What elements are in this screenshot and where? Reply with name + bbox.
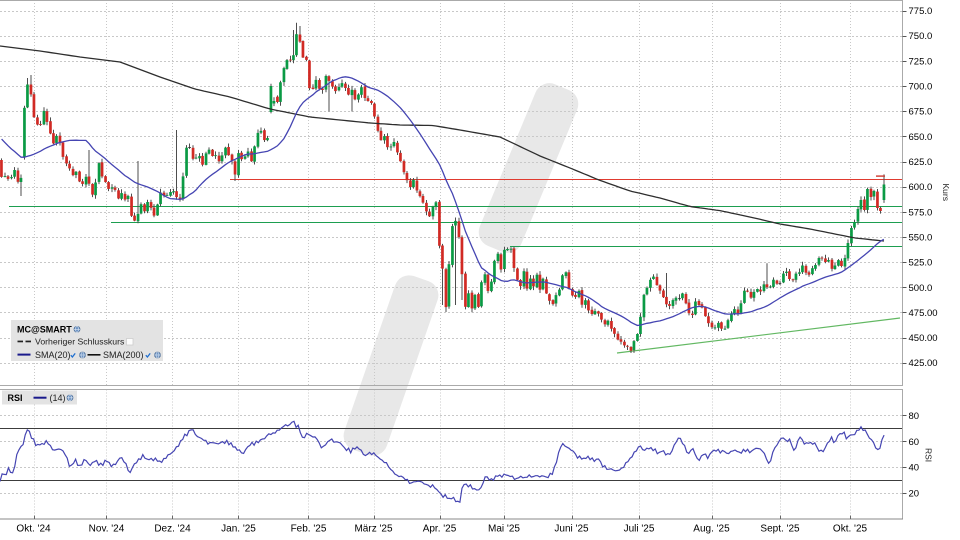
svg-text:500.0: 500.0 (909, 283, 933, 294)
svg-text:Jan. '25: Jan. '25 (221, 524, 256, 535)
svg-text:MC@SMART: MC@SMART (17, 325, 72, 335)
svg-text:Juli '25: Juli '25 (624, 524, 655, 535)
svg-text:Feb. '25: Feb. '25 (291, 524, 327, 535)
svg-text:725.0: 725.0 (909, 56, 933, 67)
svg-text:RSI: RSI (8, 393, 23, 403)
svg-text:550.0: 550.0 (909, 232, 933, 243)
svg-text:775.0: 775.0 (909, 6, 933, 17)
svg-text:SMA(20): SMA(20) (35, 350, 71, 360)
svg-text:Mai '25: Mai '25 (488, 524, 520, 535)
svg-text:675.0: 675.0 (909, 107, 933, 118)
svg-text:Vorheriger Schlusskurs: Vorheriger Schlusskurs (35, 337, 125, 347)
svg-text:750.0: 750.0 (909, 31, 933, 42)
svg-text:Juni '25: Juni '25 (554, 524, 589, 535)
svg-text:Sept. '25: Sept. '25 (760, 524, 800, 535)
svg-text:20: 20 (909, 489, 920, 500)
svg-text:(14): (14) (50, 393, 66, 403)
svg-text:600.0: 600.0 (909, 182, 933, 193)
svg-text:Dez. '24: Dez. '24 (154, 524, 191, 535)
svg-text:Nov. '24: Nov. '24 (89, 524, 125, 535)
svg-text:80: 80 (909, 411, 920, 422)
svg-text:RSI: RSI (924, 448, 934, 462)
svg-text:475.00: 475.00 (909, 308, 938, 319)
svg-text:425.00: 425.00 (909, 358, 938, 369)
svg-text:Kurs: Kurs (941, 184, 951, 201)
svg-text:450.00: 450.00 (909, 333, 938, 344)
svg-text:Okt. '25: Okt. '25 (833, 524, 868, 535)
svg-text:Apr. '25: Apr. '25 (423, 524, 457, 535)
svg-text:40: 40 (909, 463, 920, 474)
svg-text:SMA(200): SMA(200) (103, 350, 144, 360)
svg-text:625.0: 625.0 (909, 157, 933, 168)
svg-text:Aug. '25: Aug. '25 (693, 524, 730, 535)
svg-text:700.0: 700.0 (909, 82, 933, 93)
svg-text:575.0: 575.0 (909, 207, 933, 218)
svg-text:Okt. '24: Okt. '24 (16, 524, 51, 535)
svg-text:60: 60 (909, 437, 920, 448)
svg-text:März '25: März '25 (354, 524, 392, 535)
svg-text:525.0: 525.0 (909, 258, 933, 269)
svg-text:650.0: 650.0 (909, 132, 933, 143)
